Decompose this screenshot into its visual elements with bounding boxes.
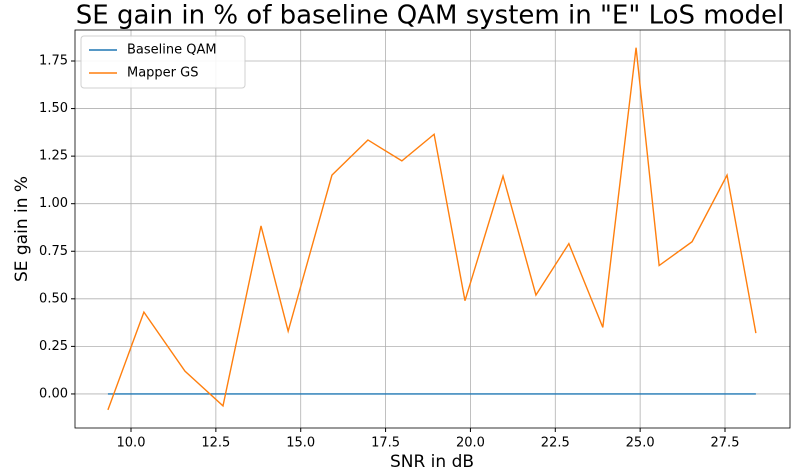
plot-frame (74, 29, 791, 429)
chart-title: SE gain in % of baseline QAM system in "… (76, 1, 784, 31)
x-tick-label: 27.5 (711, 436, 740, 451)
y-axis-label: SE gain in % (12, 176, 32, 282)
y-tick-label: 0.50 (39, 291, 68, 306)
y-tick-label: 1.00 (39, 196, 68, 211)
y-tick-label: 1.25 (39, 149, 68, 164)
x-axis-label: SNR in dB (390, 452, 474, 472)
legend-label: Baseline QAM (127, 43, 217, 58)
x-tick-label: 22.5 (541, 436, 570, 451)
y-tick-label: 0.25 (39, 339, 68, 354)
y-tick-label: 1.50 (39, 101, 68, 116)
y-tick-label: 0.00 (39, 386, 68, 401)
x-tick-label: 20.0 (456, 436, 485, 451)
x-tick-label: 25.0 (626, 436, 655, 451)
line (107, 47, 757, 411)
legend-label: Mapper GS (127, 66, 199, 81)
x-tick-label: 15.0 (286, 436, 315, 451)
x-tick-label: 17.5 (371, 436, 400, 451)
y-tick-label: 0.75 (39, 244, 68, 259)
y-tick-label: 1.75 (39, 54, 68, 69)
legend-box (80, 35, 246, 89)
x-tick-label: 12.5 (201, 436, 230, 451)
x-tick-label: 10.0 (117, 436, 146, 451)
